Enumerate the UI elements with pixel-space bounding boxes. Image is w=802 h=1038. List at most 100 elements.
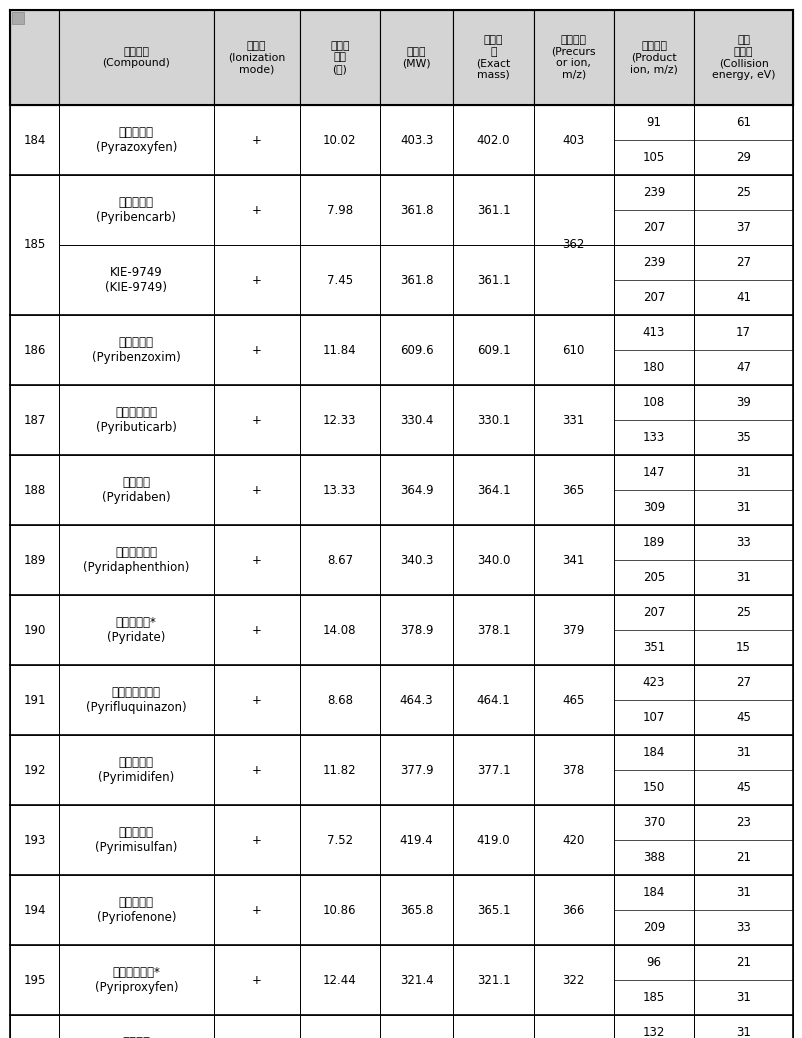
Text: 피리오페논
(Pyriofenone): 피리오페논 (Pyriofenone) [96,896,176,924]
Bar [533,175,613,315]
Text: 31: 31 [735,886,750,899]
Text: 13.33: 13.33 [322,484,356,496]
Text: +: + [251,553,261,567]
Text: 관측질
량
(Exact
mass): 관측질 량 (Exact mass) [476,35,510,80]
Text: 366: 366 [562,903,584,917]
Bar [10,805,59,875]
Text: 609.1: 609.1 [476,344,510,356]
Text: 39: 39 [735,397,750,409]
Text: 351: 351 [642,641,664,654]
Text: 379: 379 [562,624,584,636]
Text: 피로퀼론
(Pyroquilon): 피로퀼론 (Pyroquilon) [100,1036,172,1038]
Text: 108: 108 [642,397,664,409]
Bar [613,735,693,805]
Text: 370: 370 [642,816,664,829]
Text: 402.0: 402.0 [476,134,509,146]
Bar [59,105,213,175]
Text: 378.9: 378.9 [399,624,433,636]
Text: 이온화
(Ionization
mode): 이온화 (Ionization mode) [228,40,285,74]
Bar [533,1015,613,1038]
Bar [299,455,379,525]
Text: +: + [251,903,261,917]
Text: 190: 190 [23,624,46,636]
Bar [59,315,213,385]
Bar [213,1015,299,1038]
Bar [613,175,693,315]
Text: 610: 610 [562,344,584,356]
Bar [533,735,613,805]
Text: 321.4: 321.4 [399,974,433,986]
Text: 41: 41 [735,291,750,304]
Text: 185: 185 [23,239,46,251]
Bar [379,665,453,735]
Text: 33: 33 [735,536,750,549]
Bar [379,175,453,315]
Bar [533,945,613,1015]
Bar [453,875,533,945]
Bar [59,385,213,455]
Text: 361.8: 361.8 [399,203,433,217]
Bar [299,665,379,735]
Bar [299,875,379,945]
Text: 362: 362 [562,239,584,251]
Bar [613,665,693,735]
Text: 충돌
에너지
(Collision
energy, eV): 충돌 에너지 (Collision energy, eV) [711,35,775,80]
Text: 207: 207 [642,291,664,304]
Bar [299,105,379,175]
Bar [213,595,299,665]
Text: +: + [251,134,261,146]
Bar [693,735,792,805]
Bar [533,105,613,175]
Text: 465: 465 [562,693,584,707]
Text: +: + [251,834,261,847]
Bar [693,385,792,455]
Bar [453,10,533,105]
Text: 37: 37 [735,221,750,234]
Text: 193: 193 [23,834,46,847]
Bar [10,455,59,525]
Bar [299,525,379,595]
Bar [10,385,59,455]
Bar [213,10,299,105]
Bar [453,455,533,525]
Text: 45: 45 [735,781,750,794]
Text: 609.6: 609.6 [399,344,433,356]
Text: +: + [251,413,261,427]
Text: 180: 180 [642,361,664,374]
Bar [379,875,453,945]
Bar [213,105,299,175]
Bar [693,175,792,315]
Bar [10,875,59,945]
Text: 25: 25 [735,606,750,619]
Text: 12.44: 12.44 [322,974,356,986]
Text: 365.8: 365.8 [399,903,433,917]
Bar [613,315,693,385]
Text: 피리플루퀴나존
(Pyrifluquinazon): 피리플루퀴나존 (Pyrifluquinazon) [86,686,186,714]
Bar [59,1015,213,1038]
Bar [533,385,613,455]
Bar [379,525,453,595]
Bar [613,875,693,945]
Text: 피리미디펜
(Pyrimidifen): 피리미디펜 (Pyrimidifen) [98,756,174,784]
Bar [533,10,613,105]
Bar [693,105,792,175]
Text: 31: 31 [735,991,750,1004]
Bar [59,665,213,735]
Text: 378: 378 [562,764,584,776]
Text: +: + [251,974,261,986]
Text: 105: 105 [642,151,664,164]
Text: 192: 192 [23,764,46,776]
Bar [613,945,693,1015]
Bar [693,595,792,665]
Text: 피리부티카브
(Pyributicarb): 피리부티카브 (Pyributicarb) [95,406,176,434]
Text: 머무름
시간
(분): 머무름 시간 (분) [330,40,349,74]
Bar [59,875,213,945]
Text: 184: 184 [642,746,664,759]
Text: 선구이온
(Precurs
or ion,
m/z): 선구이온 (Precurs or ion, m/z) [551,35,595,80]
Text: 피리벤족심
(Pyribenzoxim): 피리벤족심 (Pyribenzoxim) [91,336,180,364]
Text: 377.1: 377.1 [476,764,510,776]
Text: 378.1: 378.1 [476,624,509,636]
Text: +: + [251,693,261,707]
Text: 31: 31 [735,466,750,479]
Bar [379,315,453,385]
